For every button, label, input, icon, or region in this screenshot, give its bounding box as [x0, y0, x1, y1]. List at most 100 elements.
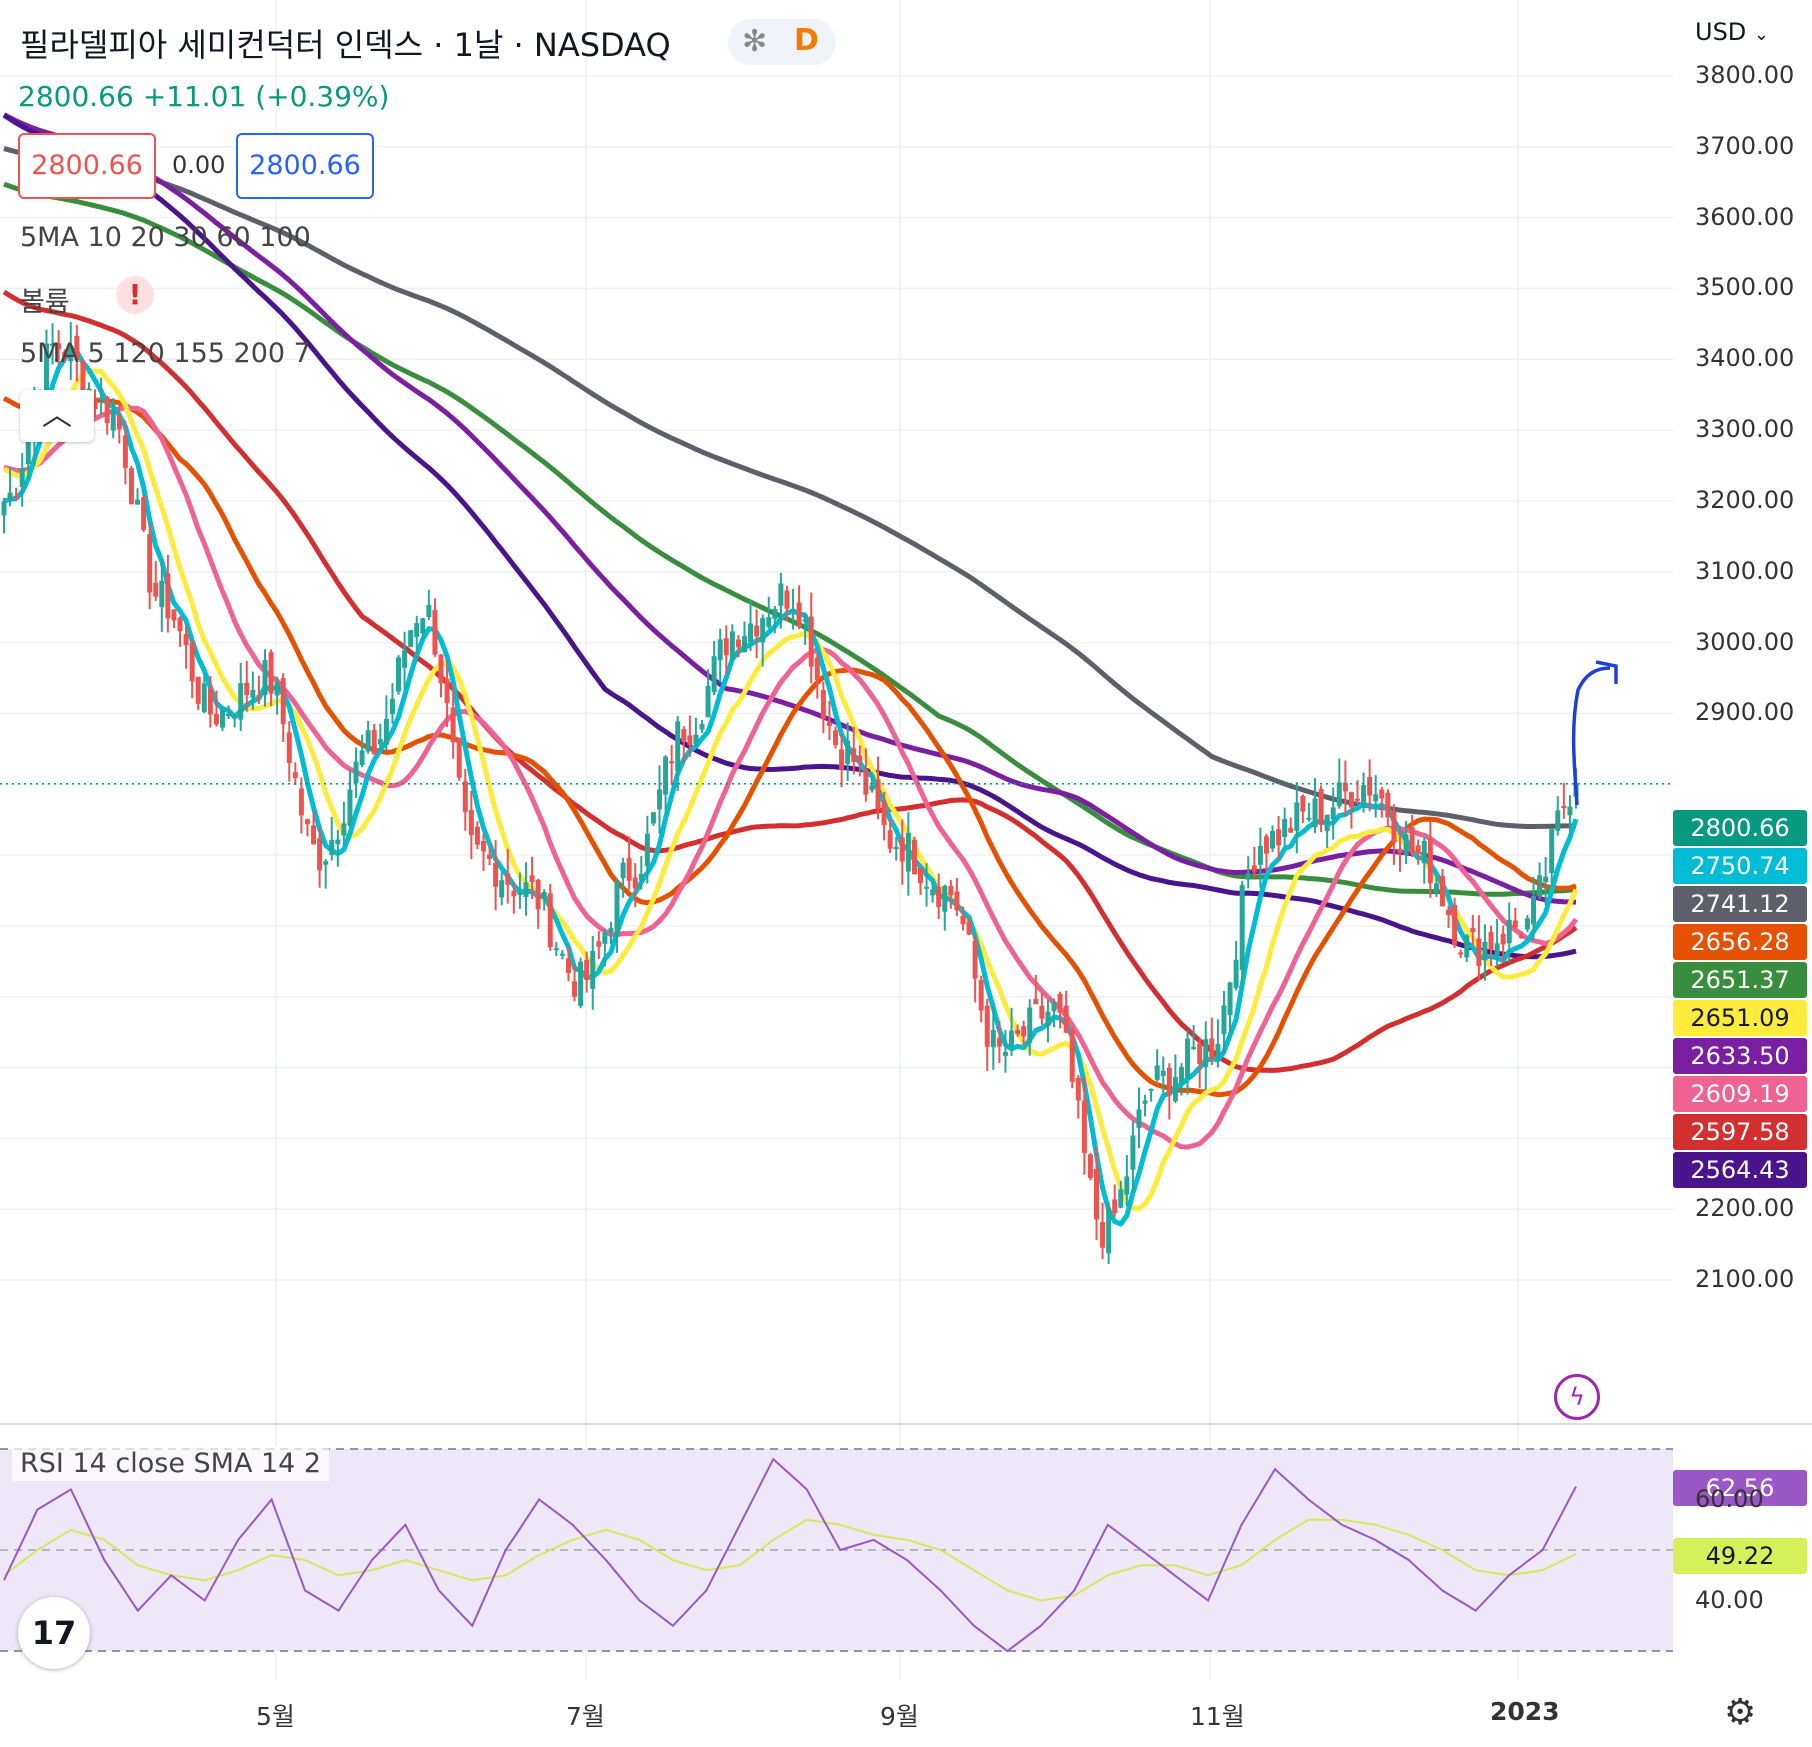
candle-body: [1531, 896, 1537, 925]
candle-body: [529, 875, 535, 882]
candle-body: [826, 722, 832, 726]
candle-body: [1251, 865, 1257, 872]
candle-body: [1385, 792, 1391, 818]
candle-body: [110, 410, 116, 431]
sell-box[interactable]: 2800.66: [18, 133, 156, 199]
candle-body: [1094, 1169, 1100, 1220]
symbol-title[interactable]: 필라델피아 세미컨덕터 인덱스 · 1날 · NASDAQ: [20, 26, 671, 64]
candle-body: [1130, 1135, 1136, 1170]
candle-body: [1421, 840, 1427, 864]
candle-body: [936, 886, 942, 907]
candle-body: [438, 654, 444, 684]
candle-body: [1160, 1070, 1166, 1076]
candle-body: [650, 812, 656, 824]
candle-body: [116, 415, 122, 430]
value-tag: 2633.50: [1673, 1038, 1807, 1074]
candle-body: [924, 886, 930, 889]
candle-body: [790, 608, 796, 611]
price-tick-label: 3700.00: [1695, 131, 1795, 160]
candle-body: [1354, 798, 1360, 801]
candle-body: [766, 617, 772, 627]
indicator-ma-label[interactable]: 5MA 10 20 30 60 100: [20, 222, 311, 253]
value-tag: 2564.43: [1673, 1152, 1807, 1188]
candle-body: [1027, 1007, 1033, 1043]
candle-body: [644, 833, 650, 866]
candle-body: [1197, 1043, 1203, 1065]
indicator-volume-label[interactable]: 볼륨: [20, 287, 70, 318]
candle-body: [814, 657, 820, 680]
tradingview-logo[interactable]: 17: [18, 1597, 90, 1669]
candle-body: [1063, 1005, 1069, 1033]
candle-body: [1506, 919, 1512, 944]
candle-body: [480, 840, 486, 852]
candle-body: [499, 880, 505, 898]
candle-body: [845, 740, 851, 764]
price-tick-label: 2900.00: [1695, 698, 1795, 727]
candle-body: [1397, 848, 1403, 853]
candle-body: [1567, 806, 1573, 816]
candle-body: [383, 718, 389, 745]
collapse-button[interactable]: ︿: [20, 390, 94, 442]
price-tick-label: 3800.00: [1695, 61, 1795, 89]
candle-body: [930, 889, 936, 896]
candle-body: [1403, 834, 1409, 855]
candle-body: [1154, 1065, 1160, 1080]
candle-body: [262, 659, 268, 696]
candle-body: [675, 721, 681, 772]
candle-body: [893, 846, 899, 849]
candle-body: [917, 868, 923, 884]
settings-icon[interactable]: ⚙: [1724, 1692, 1757, 1733]
candle-body: [857, 755, 863, 763]
warning-icon[interactable]: !: [116, 276, 154, 314]
candle-body: [456, 737, 462, 778]
candle-body: [365, 730, 371, 752]
candle-body: [414, 623, 420, 637]
ma-line-10: [2, 368, 1579, 1212]
candle-body: [128, 468, 134, 505]
buy-box[interactable]: 2800.66: [236, 133, 374, 199]
candle-body: [1136, 1109, 1142, 1129]
candle-body: [1342, 782, 1348, 792]
candle-body: [596, 941, 602, 947]
candle-body: [833, 730, 839, 746]
candle-body: [408, 630, 414, 647]
candle-body: [954, 891, 960, 911]
candle-body: [547, 893, 553, 948]
candle-body: [505, 873, 511, 885]
candle-body: [1518, 935, 1524, 938]
candle-body: [717, 639, 723, 661]
candle-body: [1470, 927, 1476, 933]
rsi-band: [0, 1449, 1673, 1651]
candle-body: [608, 927, 614, 933]
candle-body: [147, 534, 153, 593]
candle-body: [869, 785, 875, 791]
candle-body: [1276, 829, 1282, 846]
candle-body: [450, 707, 456, 743]
currency-selector[interactable]: USD ⌄: [1695, 18, 1769, 46]
badge-pill[interactable]: ✻ D: [728, 19, 836, 65]
candle-body: [990, 1029, 996, 1048]
candle-body: [389, 698, 395, 715]
rsi-label[interactable]: RSI 14 close SMA 14 2: [12, 1446, 330, 1481]
candle-body: [1482, 941, 1488, 961]
candle-body: [723, 638, 729, 656]
indicator-ma2-label[interactable]: 5MA 5 120 155 200 7: [20, 338, 311, 369]
rsi-tick-label: 60.00: [1695, 1484, 1764, 1513]
lightning-icon[interactable]: ϟ: [1554, 1374, 1600, 1420]
value-tag: 2741.12: [1673, 886, 1807, 922]
candle-body: [1087, 1154, 1093, 1178]
candle-body: [62, 351, 68, 359]
price-tick-label: 2100.00: [1695, 1265, 1795, 1293]
candle-body: [1039, 1005, 1045, 1019]
candle-body: [559, 953, 565, 956]
rsi-line: [3, 1457, 1577, 1653]
candle-body: [632, 877, 638, 889]
candle-body: [213, 713, 219, 725]
candle-body: [1245, 873, 1251, 880]
candle-body: [1142, 1100, 1148, 1104]
candle-body: [226, 713, 232, 717]
candle-body: [960, 915, 966, 925]
ma-line-100: [2, 113, 1577, 960]
candle-body: [784, 590, 790, 609]
